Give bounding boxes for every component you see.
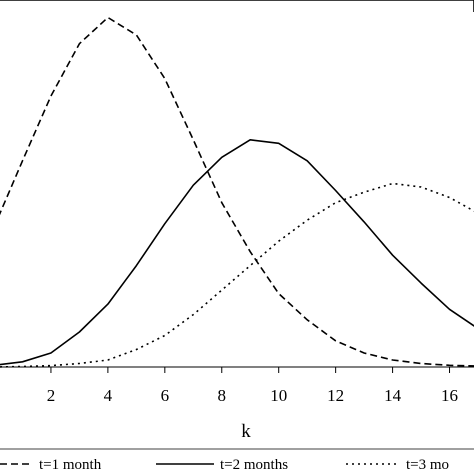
series-line-1 [0,16,474,367]
legend-label-t1: t=1 month [39,457,102,473]
series-layer [0,16,474,368]
x-tick-label: 10 [270,386,287,405]
x-axis-title: k [241,421,251,442]
series-line-3 [0,182,474,368]
x-tick-label: 14 [384,386,402,405]
x-tick-label: 6 [161,386,170,405]
x-tick-label: 8 [218,386,227,405]
x-tick-label: 12 [327,386,344,405]
legend: t=1 month t=2 months t=3 mo [0,448,474,473]
legend-label-t3: t=3 mo [406,457,449,473]
series-line-2 [0,139,474,366]
x-axis-ticks: 2 4 6 8 10 12 14 16 [47,367,458,405]
x-tick-label: 4 [104,386,113,405]
legend-label-t2: t=2 months [220,457,288,473]
x-tick-label: 2 [47,386,56,405]
x-tick-label: 16 [441,386,458,405]
